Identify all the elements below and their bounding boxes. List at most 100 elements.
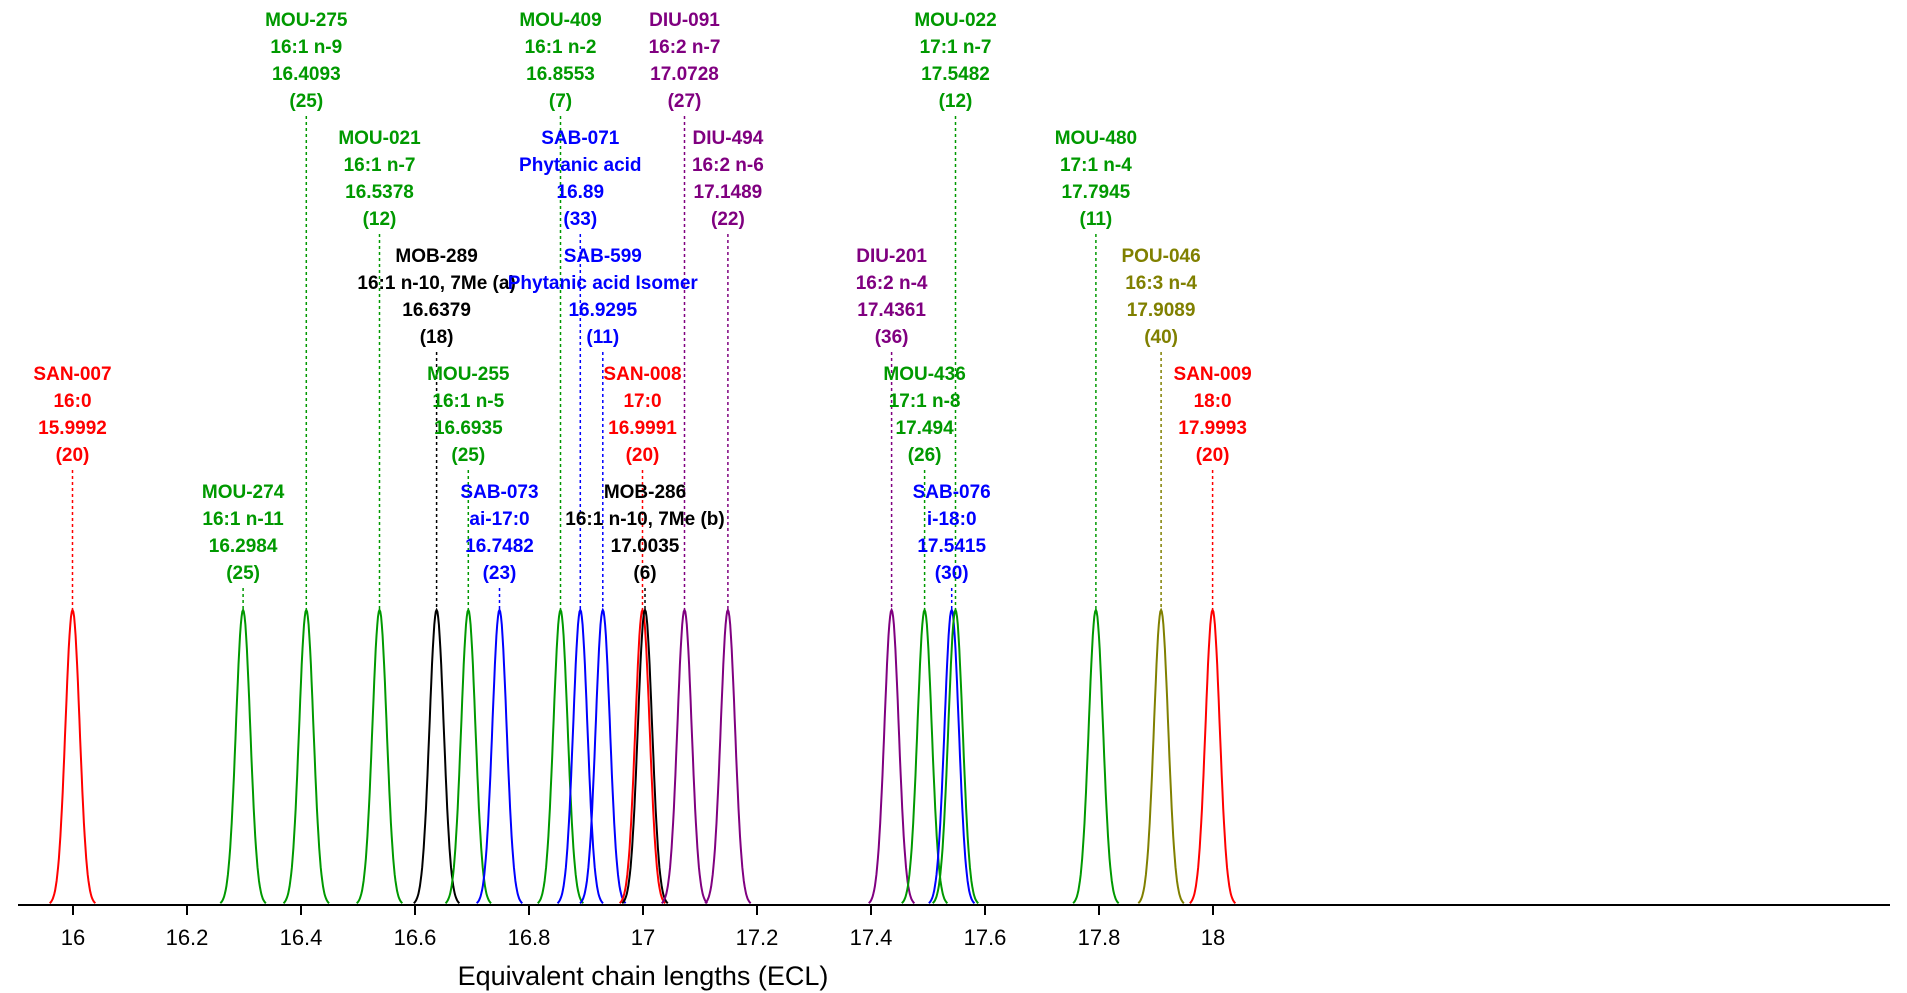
peak-curve-sab-076 [928, 607, 976, 904]
x-tick-label: 16.8 [508, 925, 551, 950]
peak-name-label: ai-17:0 [469, 509, 529, 530]
peak-count-label: (12) [939, 91, 973, 112]
peak-code-label: DIU-201 [856, 246, 927, 267]
peak-curve-sab-071 [556, 607, 604, 904]
peak-ecl-label: 16.8553 [526, 64, 595, 85]
peak-ecl-label: 17.1489 [694, 182, 763, 203]
peak-code-label: MOU-274 [202, 482, 285, 503]
peak-ecl-label: 17.0035 [611, 536, 680, 557]
peak-ecl-label: 16.89 [557, 182, 605, 203]
peak-count-label: (20) [626, 445, 660, 466]
peak-count-label: (20) [56, 445, 90, 466]
peak-count-label: (11) [1080, 209, 1113, 230]
peak-count-label: (40) [1144, 327, 1178, 348]
peak-code-label: MOB-286 [604, 482, 686, 503]
peak-curve-pou-046 [1137, 607, 1185, 904]
peak-ecl-label: 16.2984 [209, 536, 278, 557]
peak-curve-mou-480 [1072, 607, 1120, 904]
peak-ecl-label: 16.9991 [608, 418, 677, 439]
peak-name-label: 17:1 n-4 [1060, 155, 1132, 176]
peak-code-label: DIU-091 [649, 10, 720, 31]
peak-code-label: MOU-255 [427, 364, 510, 385]
peak-count-label: (6) [633, 563, 656, 584]
peak-ecl-label: 16.5378 [345, 182, 414, 203]
peak-code-label: MOU-021 [338, 128, 421, 149]
peak-curve-san-007 [49, 607, 97, 904]
x-tick-label: 17.8 [1078, 925, 1121, 950]
peak-code-label: MOU-275 [265, 10, 348, 31]
peak-ecl-label: 16.6935 [434, 418, 503, 439]
peak-ecl-label: 17.494 [896, 418, 955, 439]
peak-count-label: (27) [668, 91, 702, 112]
peak-ecl-label: 17.7945 [1062, 182, 1131, 203]
peak-code-label: DIU-494 [693, 128, 764, 149]
peak-name-label: 17:1 n-8 [889, 391, 961, 412]
peak-name-label: 16:1 n-9 [270, 37, 342, 58]
peak-code-label: SAB-073 [460, 482, 538, 503]
peak-name-label: 16:1 n-10, 7Me (a) [357, 273, 515, 294]
x-tick-label: 17.2 [736, 925, 779, 950]
x-axis-label: Equivalent chain lengths (ECL) [458, 961, 829, 991]
x-ticks-layer: 16 16.2 16.4 16.6 16.8 17 17.2 17.4 17.6 17.8 18 [61, 905, 1225, 950]
peak-count-label: (30) [935, 563, 969, 584]
peak-count-label: (23) [483, 563, 517, 584]
peak-curve-sab-073 [475, 607, 523, 904]
peak-curve-mou-436 [901, 607, 949, 904]
x-tick-label: 17.4 [850, 925, 893, 950]
peak-name-label: 16:2 n-7 [649, 37, 721, 58]
peak-name-label: 16:1 n-2 [525, 37, 597, 58]
peak-ecl-label: 17.5482 [921, 64, 990, 85]
peaks-layer [49, 607, 1237, 904]
peak-name-label: 18:0 [1194, 391, 1232, 412]
peak-code-label: MOB-289 [395, 246, 477, 267]
peak-code-label: MOU-480 [1055, 128, 1137, 149]
peak-name-label: 16:3 n-4 [1125, 273, 1197, 294]
peak-ecl-label: 15.9992 [38, 418, 107, 439]
peak-name-label: Phytanic acid Isomer [508, 273, 699, 294]
peak-curve-mou-275 [282, 607, 330, 904]
peak-curve-mou-274 [219, 607, 267, 904]
peak-name-label: i-18:0 [927, 509, 977, 530]
peak-count-label: (18) [420, 327, 454, 348]
peak-code-label: SAB-599 [564, 246, 642, 267]
x-tick-label: 18 [1201, 925, 1225, 950]
peak-curve-mou-021 [356, 607, 404, 904]
peak-ecl-label: 17.5415 [917, 536, 986, 557]
x-tick-label: 17.6 [964, 925, 1007, 950]
x-tick-label: 16.6 [394, 925, 437, 950]
peak-count-label: (33) [563, 209, 597, 230]
peak-count-label: (20) [1196, 445, 1230, 466]
peak-code-label: MOU-436 [883, 364, 965, 385]
x-tick-label: 17 [631, 925, 655, 950]
peak-ecl-label: 17.4361 [857, 300, 926, 321]
peak-count-label: (25) [226, 563, 260, 584]
peak-count-label: (25) [289, 91, 323, 112]
peak-count-label: (11) [586, 327, 619, 348]
peak-ecl-label: 17.9993 [1178, 418, 1247, 439]
peak-code-label: SAB-071 [541, 128, 620, 149]
peak-code-label: MOU-409 [519, 10, 601, 31]
peak-ecl-label: 16.7482 [465, 536, 534, 557]
peak-name-label: 17:1 n-7 [920, 37, 992, 58]
peak-code-label: SAN-009 [1174, 364, 1252, 385]
leader-lines-layer [71, 116, 1214, 610]
peak-count-label: (7) [549, 91, 572, 112]
peak-code-label: POU-046 [1121, 246, 1200, 267]
peak-curve-sab-599 [579, 607, 627, 904]
peak-code-label: SAN-007 [33, 364, 111, 385]
x-tick-label: 16.4 [280, 925, 323, 950]
peak-curve-diu-091 [661, 607, 708, 904]
peak-ecl-label: 16.6379 [402, 300, 471, 321]
peak-code-label: SAN-008 [603, 364, 681, 385]
peak-name-label: Phytanic acid [519, 155, 642, 176]
x-tick-label: 16.2 [166, 925, 209, 950]
peak-code-label: SAB-076 [913, 482, 991, 503]
peak-curve-diu-494 [704, 607, 752, 904]
peak-curve-mou-255 [444, 607, 492, 904]
peak-curve-diu-201 [868, 607, 916, 904]
peak-name-label: 16:1 n-11 [202, 509, 284, 530]
peak-count-label: (22) [711, 209, 745, 230]
peak-name-label: 16:1 n-5 [432, 391, 504, 412]
peak-count-label: (12) [363, 209, 397, 230]
